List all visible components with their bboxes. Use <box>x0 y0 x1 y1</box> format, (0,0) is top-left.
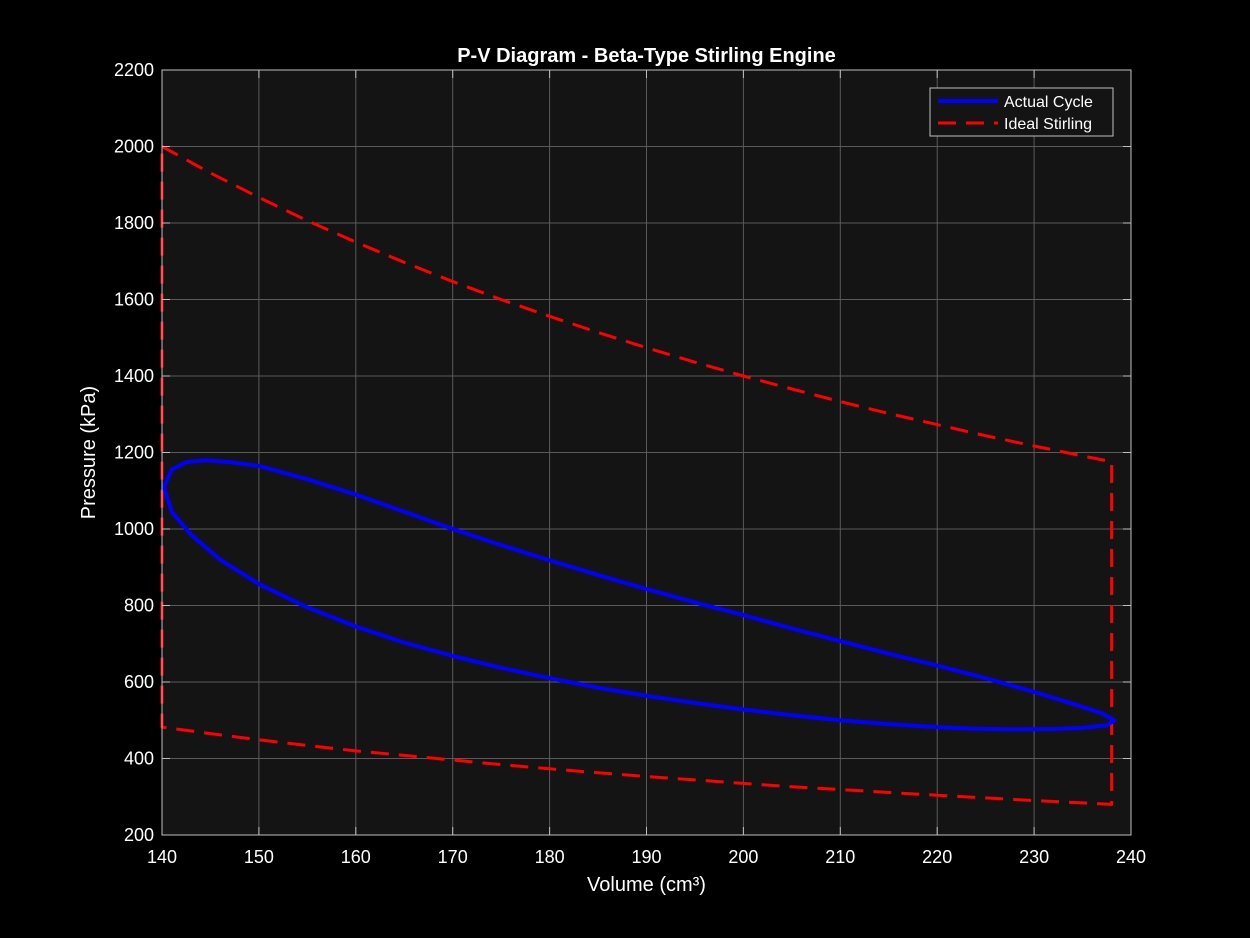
y-tick-label: 400 <box>124 749 154 769</box>
y-tick-label: 1600 <box>114 290 154 310</box>
x-axis-label: Volume (cm³) <box>587 874 706 896</box>
x-tick-label: 230 <box>1019 847 1049 867</box>
y-tick-label: 600 <box>124 672 154 692</box>
legend-box <box>929 87 1114 137</box>
x-tick-label: 200 <box>728 847 758 867</box>
series-layer <box>160 145 1117 806</box>
legend: Actual Cycle Ideal Stirling <box>929 87 1114 137</box>
x-tick-label: 210 <box>825 847 855 867</box>
legend-label: Actual Cycle <box>1004 94 1093 111</box>
y-tick-label: 1000 <box>114 519 154 539</box>
x-tick-label: 150 <box>244 847 274 867</box>
legend-label: Ideal Stirling <box>1004 116 1092 133</box>
y-tick-label: 200 <box>124 825 154 845</box>
x-tick-label: 220 <box>922 847 952 867</box>
y-tick-label: 800 <box>124 596 154 616</box>
y-tick-label: 2200 <box>114 60 154 80</box>
y-tick-label: 1800 <box>114 213 154 233</box>
ticks: 140 150 160 170 180 190 200 210 220 230 240 200 400 6… <box>114 60 1146 867</box>
x-tick-label: 140 <box>147 847 177 867</box>
x-tick-label: 240 <box>1116 847 1146 867</box>
y-axis-label: Pressure (kPa) <box>78 386 100 519</box>
y-tick-label: 2000 <box>114 137 154 157</box>
x-tick-label: 190 <box>631 847 661 867</box>
x-tick-label: 170 <box>438 847 468 867</box>
series-line-actual-cycle <box>161 458 1117 732</box>
chart-title: P-V Diagram - Beta-Type Stirling Engine <box>457 45 836 67</box>
series-line-ideal-stirling <box>160 145 1114 806</box>
x-tick-label: 160 <box>341 847 371 867</box>
y-tick-label: 1400 <box>114 366 154 386</box>
x-tick-label: 180 <box>535 847 565 867</box>
y-tick-label: 1200 <box>114 443 154 463</box>
